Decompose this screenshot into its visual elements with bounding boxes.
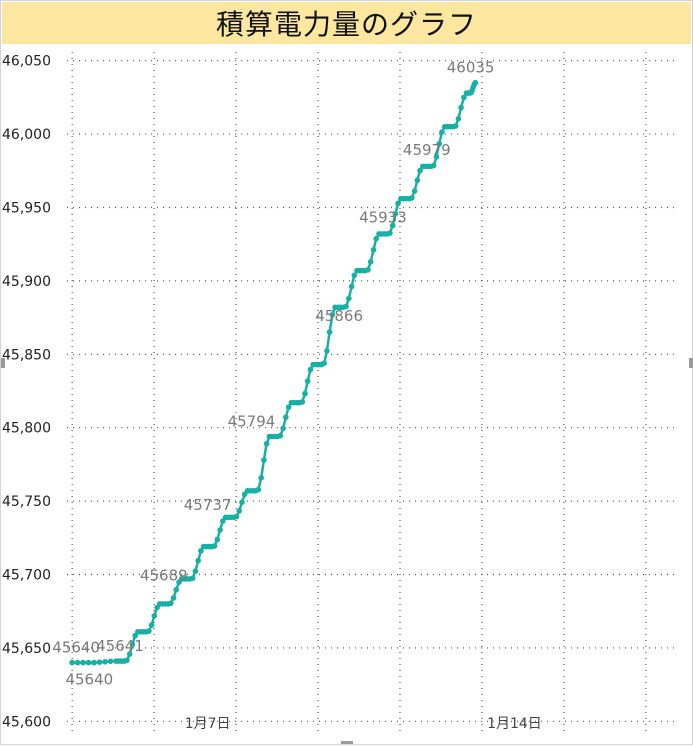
data-point xyxy=(367,259,374,265)
data-label: 46035 xyxy=(447,59,495,77)
data-point xyxy=(433,154,440,160)
data-point xyxy=(324,348,330,354)
y-tick-label: 45,700 xyxy=(2,568,51,584)
series-line xyxy=(72,81,477,664)
data-label: 45794 xyxy=(228,413,276,431)
data-point xyxy=(211,543,218,549)
data-point xyxy=(258,475,265,481)
chart-title: 積算電力量のグラフ xyxy=(215,8,477,41)
data-point xyxy=(126,651,133,657)
data-point xyxy=(277,432,284,439)
data-point xyxy=(107,658,114,665)
data-point xyxy=(233,513,240,520)
data-point xyxy=(409,195,415,201)
data-point xyxy=(263,440,270,447)
data-point xyxy=(124,657,130,664)
data-point xyxy=(299,399,306,405)
y-tick-label: 45,850 xyxy=(2,347,51,363)
data-point xyxy=(261,457,267,463)
data-point xyxy=(96,659,103,665)
data-point xyxy=(148,622,155,628)
data-point xyxy=(280,425,286,432)
data-point xyxy=(80,659,86,666)
y-tick-label: 45,950 xyxy=(2,200,51,216)
data-point xyxy=(236,508,242,514)
data-point xyxy=(395,200,401,207)
data-point xyxy=(370,247,377,253)
data-point xyxy=(168,600,174,607)
data-point xyxy=(439,129,445,135)
data-point xyxy=(85,659,92,666)
data-point xyxy=(102,659,108,665)
x-tick-label: 1月14日 xyxy=(487,716,542,732)
resize-handle-bottom[interactable] xyxy=(341,741,353,744)
data-point xyxy=(321,360,328,367)
y-tick-label: 45,750 xyxy=(2,494,51,510)
y-tick-label: 45,900 xyxy=(2,274,51,290)
data-point xyxy=(214,536,221,543)
data-point xyxy=(285,404,292,411)
data-point xyxy=(129,641,136,648)
data-label: 45737 xyxy=(184,496,232,514)
data-point xyxy=(461,94,467,101)
data-point xyxy=(365,267,371,273)
data-point xyxy=(195,557,201,564)
data-point xyxy=(436,141,443,147)
data-point xyxy=(417,167,423,174)
data-point xyxy=(351,272,358,279)
data-point xyxy=(304,378,311,384)
data-point xyxy=(170,595,177,601)
data-label: 45689 xyxy=(140,567,188,585)
data-label: 45640 xyxy=(52,639,100,657)
data-point xyxy=(346,295,352,302)
data-label: 45641 xyxy=(96,637,144,655)
data-point xyxy=(387,230,393,236)
data-point xyxy=(452,123,459,129)
data-point xyxy=(146,628,152,634)
data-label: 45933 xyxy=(359,208,407,226)
title-bar: 積算電力量のグラフ xyxy=(2,2,691,44)
data-point xyxy=(255,486,262,493)
data-point xyxy=(430,162,437,169)
x-tick-label: 1月7日 xyxy=(185,716,231,732)
data-point xyxy=(69,659,75,666)
data-point xyxy=(173,586,179,593)
data-point xyxy=(472,79,479,86)
data-point xyxy=(343,303,349,310)
data-point xyxy=(326,329,333,335)
data-point xyxy=(189,575,196,581)
data-point xyxy=(239,499,245,506)
y-tick-label: 45,600 xyxy=(2,714,51,730)
data-point xyxy=(414,177,421,184)
data-label: 45979 xyxy=(403,141,451,159)
resize-handle-left[interactable] xyxy=(1,358,5,368)
y-tick-label: 46,050 xyxy=(2,54,51,70)
data-point xyxy=(91,659,97,666)
data-point xyxy=(373,235,380,242)
y-tick-label: 45,650 xyxy=(2,641,51,657)
data-point xyxy=(217,527,223,533)
data-point xyxy=(74,659,81,666)
data-point xyxy=(458,104,464,111)
data-point xyxy=(455,115,462,122)
data-point xyxy=(198,548,204,554)
data-point xyxy=(411,188,418,194)
data-point xyxy=(151,613,158,619)
data-point xyxy=(307,366,314,373)
data-point xyxy=(348,283,355,290)
data-point xyxy=(192,568,199,574)
y-tick-label: 45,800 xyxy=(2,421,51,437)
data-label: 45866 xyxy=(315,307,363,325)
data-point xyxy=(283,414,289,421)
y-tick-label: 46,000 xyxy=(2,127,51,143)
data-point xyxy=(392,211,399,217)
data-point xyxy=(329,312,336,318)
data-point xyxy=(302,390,308,397)
data-point xyxy=(389,222,396,229)
data-label: 45640 xyxy=(65,671,113,689)
resize-handle-right[interactable] xyxy=(689,358,693,368)
